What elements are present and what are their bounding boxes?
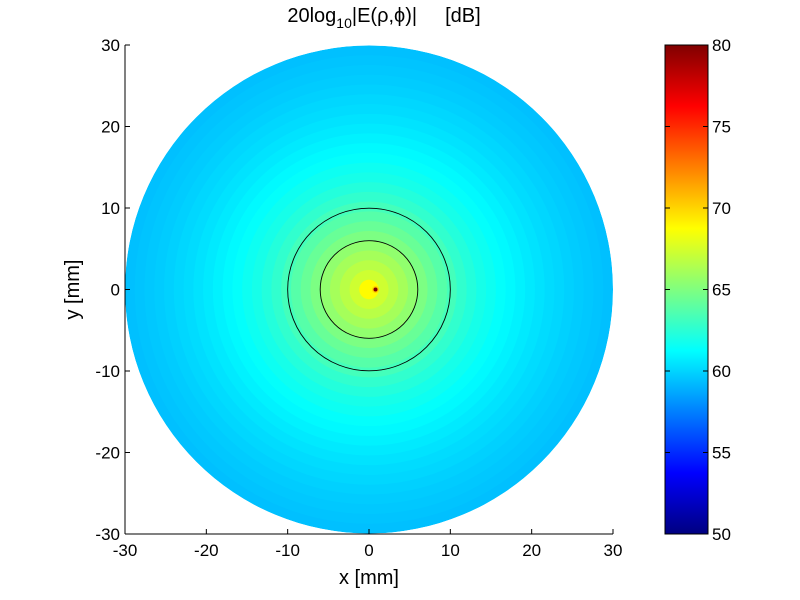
x-tick-label: 20 (522, 541, 541, 560)
chart-title: 20log10|E(ρ,ϕ)| [dB] (287, 5, 480, 31)
axes: -30 -20 -10 0 10 20 30 -30 -20 -10 0 10 20 30 (95, 36, 622, 560)
colorbar: 50 55 60 65 70 75 80 (664, 36, 731, 544)
title-units: [dB] (445, 5, 481, 27)
x-tick-label: -10 (275, 541, 300, 560)
x-tick-label: 0 (364, 541, 373, 560)
colorbar-tick-label: 80 (712, 36, 731, 55)
y-tick-label: -20 (95, 444, 120, 463)
field-band (359, 279, 379, 300)
colorbar-tick-label: 75 (712, 118, 731, 137)
x-tick-label: -20 (194, 541, 219, 560)
x-tick-label: 30 (604, 541, 623, 560)
overlay-circle (287, 207, 451, 372)
y-tick-label: 20 (101, 118, 120, 137)
y-tick-label: 30 (101, 36, 120, 55)
y-axis-label: y [mm] (62, 260, 84, 320)
x-tick-label: -30 (113, 541, 138, 560)
colorbar-frame (664, 44, 709, 535)
colorbar-tick-label: 60 (712, 362, 731, 381)
colorbar-tick-label: 55 (712, 444, 731, 463)
x-axis-label: x [mm] (339, 567, 399, 589)
colorbar-tick-label: 65 (712, 281, 731, 300)
y-tick-label: 0 (111, 281, 120, 300)
overlay-circles (287, 207, 451, 372)
title-prefix: 20log (287, 5, 336, 27)
field-peak (372, 286, 380, 293)
y-tick-label: -10 (95, 362, 120, 381)
colorbar-tick-label: 70 (712, 199, 731, 218)
title-suffix: |E(ρ,ϕ)| (352, 5, 417, 27)
y-tick-label: -30 (95, 525, 120, 544)
title-subscript: 10 (336, 15, 352, 31)
y-tick-label: 10 (101, 199, 120, 218)
field-map (125, 45, 613, 534)
colorbar-gradient (665, 45, 708, 534)
overlay-circle (319, 240, 419, 339)
colorbar-ticks: 50 55 60 65 70 75 80 (665, 36, 731, 544)
field-peak-core (373, 287, 378, 292)
colorbar-tick-label: 50 (712, 525, 731, 544)
x-tick-label: 10 (441, 541, 460, 560)
plot-area: -30 -20 -10 0 10 20 30 -30 -20 -10 0 10 20 30 (95, 36, 622, 560)
